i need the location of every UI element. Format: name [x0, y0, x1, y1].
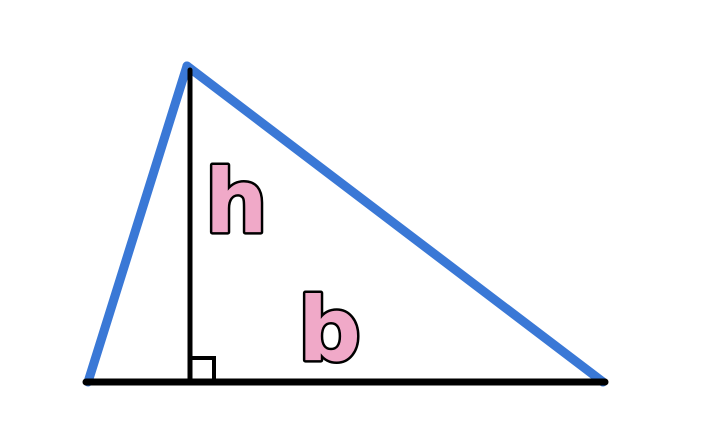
right-angle-marker — [190, 356, 216, 382]
triangle-right-side — [182, 61, 608, 387]
base-label: b — [298, 278, 361, 381]
triangle-left-side — [83, 61, 192, 387]
height-label: h — [205, 150, 268, 253]
